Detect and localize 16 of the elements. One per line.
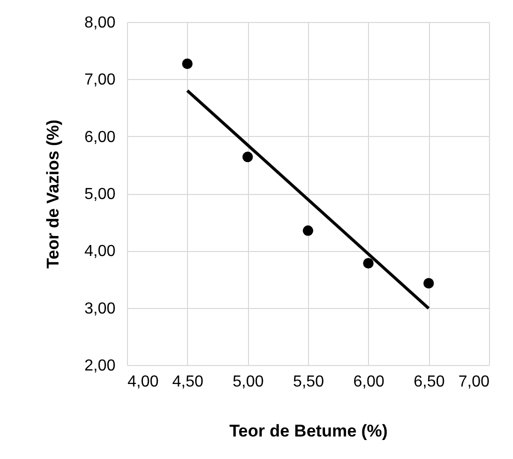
y-tick-label: 2,00 <box>84 358 116 374</box>
x-axis-title: Teor de Betume (%) <box>229 422 388 440</box>
y-axis-title: Teor de Vazios (%) <box>43 120 62 268</box>
x-tick-label: 4,00 <box>128 374 159 390</box>
y-tick-label: 3,00 <box>84 300 116 318</box>
y-tick-label: 4,00 <box>84 243 116 260</box>
y-tick-label: 5,00 <box>84 186 116 203</box>
y-tick-label: 6,00 <box>84 128 116 146</box>
x-tick-label: 6,00 <box>353 374 385 390</box>
y-tick-label: 7,00 <box>84 72 116 89</box>
x-tick-label: 6,50 <box>414 374 445 390</box>
x-tick-label: 4,50 <box>172 374 204 390</box>
x-tick-label: 5,50 <box>292 374 324 390</box>
x-tick-label: 7,00 <box>458 374 490 390</box>
x-tick-label: 5,00 <box>232 374 264 390</box>
y-tick-label: 8,00 <box>84 14 116 32</box>
